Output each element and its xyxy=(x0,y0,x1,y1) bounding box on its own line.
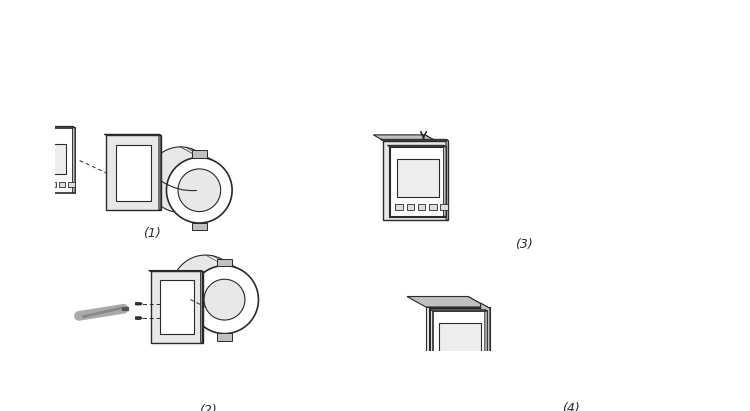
Polygon shape xyxy=(21,127,75,128)
Polygon shape xyxy=(397,159,439,197)
Polygon shape xyxy=(204,279,245,320)
Polygon shape xyxy=(192,223,207,230)
Polygon shape xyxy=(52,359,115,368)
Polygon shape xyxy=(190,266,259,334)
Polygon shape xyxy=(116,145,152,201)
Polygon shape xyxy=(449,366,457,372)
Polygon shape xyxy=(406,204,414,210)
Text: (3): (3) xyxy=(515,238,533,251)
Polygon shape xyxy=(217,333,232,341)
Polygon shape xyxy=(52,368,140,382)
Polygon shape xyxy=(52,359,140,373)
Polygon shape xyxy=(407,296,487,307)
Polygon shape xyxy=(76,373,140,382)
Polygon shape xyxy=(73,127,75,194)
Polygon shape xyxy=(430,310,488,311)
Polygon shape xyxy=(425,135,441,205)
Polygon shape xyxy=(68,363,118,370)
Polygon shape xyxy=(446,139,448,220)
Polygon shape xyxy=(159,134,160,210)
Polygon shape xyxy=(104,134,160,135)
Polygon shape xyxy=(116,371,126,372)
Polygon shape xyxy=(395,204,403,210)
Polygon shape xyxy=(32,144,66,174)
Polygon shape xyxy=(128,371,138,372)
Polygon shape xyxy=(440,204,448,210)
Polygon shape xyxy=(201,270,202,343)
Polygon shape xyxy=(172,255,240,323)
Polygon shape xyxy=(380,139,448,141)
Polygon shape xyxy=(58,182,65,187)
Polygon shape xyxy=(484,310,488,379)
Polygon shape xyxy=(429,204,436,210)
Polygon shape xyxy=(440,323,481,360)
Polygon shape xyxy=(49,182,55,187)
Polygon shape xyxy=(460,366,467,372)
Polygon shape xyxy=(387,145,446,147)
Polygon shape xyxy=(92,371,101,372)
Polygon shape xyxy=(136,302,142,305)
Polygon shape xyxy=(482,366,489,372)
Polygon shape xyxy=(426,307,487,382)
Polygon shape xyxy=(178,169,220,212)
Polygon shape xyxy=(471,366,478,372)
Polygon shape xyxy=(468,296,487,382)
Polygon shape xyxy=(390,147,446,217)
Polygon shape xyxy=(418,204,425,210)
Polygon shape xyxy=(433,311,488,379)
Polygon shape xyxy=(136,317,142,319)
Text: (2): (2) xyxy=(200,404,217,411)
Polygon shape xyxy=(106,135,160,210)
Polygon shape xyxy=(68,182,75,187)
Polygon shape xyxy=(382,141,448,220)
Polygon shape xyxy=(23,128,75,194)
Polygon shape xyxy=(444,145,446,217)
Polygon shape xyxy=(430,308,490,381)
Polygon shape xyxy=(80,371,89,372)
Polygon shape xyxy=(374,135,441,144)
Polygon shape xyxy=(160,280,194,334)
Polygon shape xyxy=(481,303,490,381)
Polygon shape xyxy=(217,259,232,266)
Polygon shape xyxy=(151,272,202,343)
Polygon shape xyxy=(104,371,113,372)
Polygon shape xyxy=(166,157,232,223)
Text: (1): (1) xyxy=(143,227,161,240)
Polygon shape xyxy=(192,150,207,158)
Polygon shape xyxy=(39,182,46,187)
Polygon shape xyxy=(29,182,36,187)
Polygon shape xyxy=(438,366,446,372)
Polygon shape xyxy=(148,147,213,212)
Text: (4): (4) xyxy=(562,402,580,411)
Polygon shape xyxy=(390,144,441,205)
Polygon shape xyxy=(148,270,202,272)
